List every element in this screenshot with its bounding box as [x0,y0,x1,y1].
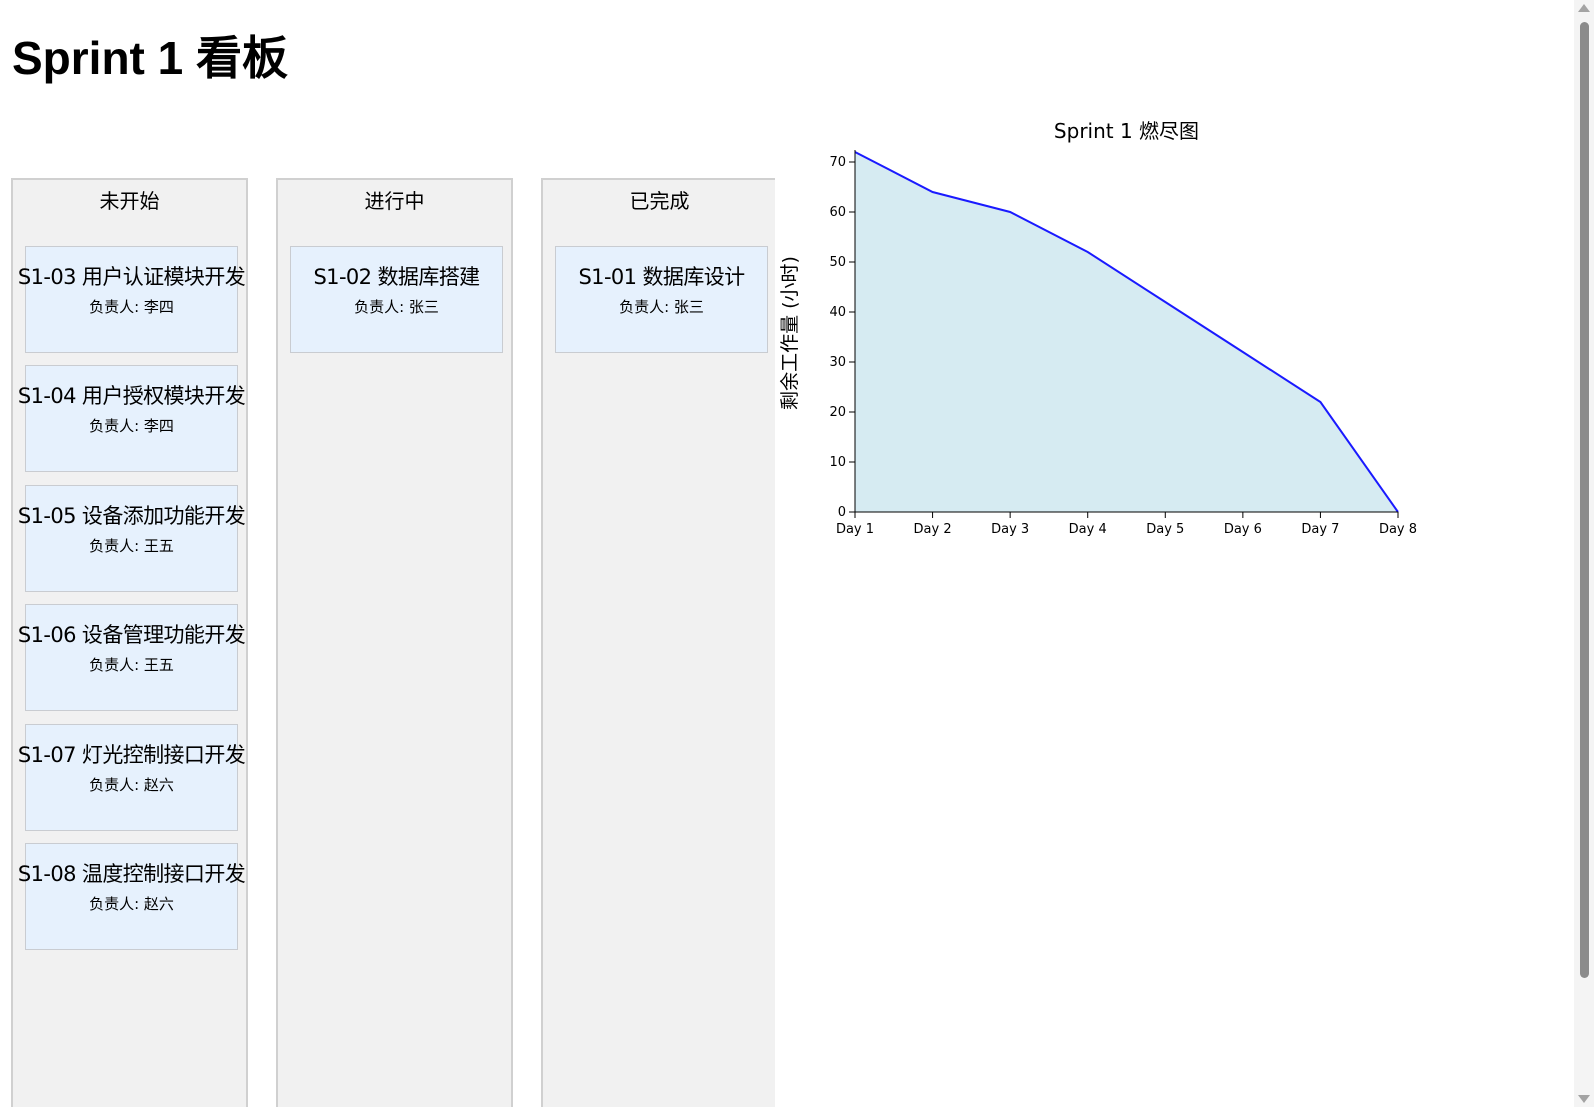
y-tick-label: 40 [829,305,846,320]
task-card[interactable]: S1-03 用户认证模块开发 负责人: 李四 [18,246,246,353]
y-tick-label: 70 [829,155,846,170]
burndown-chart: 0 10 20 30 40 50 60 70 Day 1 Day 2 Day 3 Day 4 Day 5… [775,110,1455,550]
y-tick-label: 10 [829,455,846,470]
y-axis-label: 剩余工作量 (小时) [779,256,801,410]
task-card[interactable]: S1-04 用户授权模块开发 负责人: 李四 [18,365,246,472]
x-tick-label: Day 6 [1224,522,1262,537]
column-title: 未开始 [99,189,160,213]
y-tick-label: 60 [829,205,846,220]
task-card-owner: 负责人: 赵六 [89,895,174,913]
task-card-owner: 负责人: 张三 [354,298,439,316]
x-tick-label: Day 4 [1069,522,1107,537]
x-tick-label: Day 5 [1146,522,1184,537]
y-tick-label: 50 [829,255,846,270]
burndown-area [855,152,1398,512]
vertical-scrollbar[interactable] [1574,0,1594,1107]
x-tick-label: Day 3 [991,522,1029,537]
task-card-title: S1-06 设备管理功能开发 [17,623,246,647]
x-tick-label: Day 2 [914,522,952,537]
task-card-owner: 负责人: 张三 [619,298,704,316]
scroll-up-arrow-icon[interactable] [1578,4,1590,12]
burndown-chart-svg: 0 10 20 30 40 50 60 70 Day 1 Day 2 Day 3 Day 4 Day 5… [779,119,1417,537]
task-card[interactable]: S1-08 温度控制接口开发 负责人: 赵六 [18,843,246,950]
task-card-title: S1-04 用户授权模块开发 [17,384,246,408]
column-in-progress: 进行中 S1-02 数据库搭建 负责人: 张三 [276,178,513,1107]
task-card-owner: 负责人: 李四 [89,298,174,316]
scrollbar-thumb[interactable] [1580,22,1589,978]
task-card-owner: 负责人: 王五 [89,656,174,674]
burndown-line [854,151,1399,513]
scroll-down-arrow-icon[interactable] [1578,1095,1590,1103]
task-card[interactable]: S1-06 设备管理功能开发 负责人: 王五 [18,604,246,711]
task-card-owner: 负责人: 王五 [89,537,174,555]
task-card-title: S1-01 数据库设计 [578,265,745,289]
task-card[interactable]: S1-02 数据库搭建 负责人: 张三 [290,246,503,353]
column-title: 已完成 [629,189,690,213]
task-card[interactable]: S1-01 数据库设计 负责人: 张三 [555,246,768,353]
task-card-title: S1-02 数据库搭建 [313,265,480,289]
task-card-title: S1-08 温度控制接口开发 [17,862,246,886]
kanban-board: 未开始 S1-03 用户认证模块开发 负责人: 李四 S1-04 用户授权模块开… [11,178,775,1107]
task-card-title: S1-03 用户认证模块开发 [17,265,246,289]
x-tick-label: Day 7 [1301,522,1339,537]
column-not-started: 未开始 S1-03 用户认证模块开发 负责人: 李四 S1-04 用户授权模块开… [11,178,248,1107]
x-tick-label: Day 8 [1379,522,1417,537]
column-done: 已完成 S1-01 数据库设计 负责人: 张三 [541,178,775,1107]
y-tick-label: 20 [829,405,846,420]
task-card-owner: 负责人: 赵六 [89,776,174,794]
chart-title: Sprint 1 燃尽图 [1054,119,1199,143]
task-card[interactable]: S1-07 灯光控制接口开发 负责人: 赵六 [18,724,246,831]
x-tick-label: Day 1 [836,522,874,537]
task-card-title: S1-07 灯光控制接口开发 [17,743,246,767]
y-tick-label: 0 [838,505,846,520]
page-title: Sprint 1 看板 [12,32,289,84]
task-card-owner: 负责人: 李四 [89,417,174,435]
task-card[interactable]: S1-05 设备添加功能开发 负责人: 王五 [18,485,246,592]
column-title: 进行中 [364,189,425,213]
y-tick-label: 30 [829,355,846,370]
task-card-title: S1-05 设备添加功能开发 [17,504,246,528]
